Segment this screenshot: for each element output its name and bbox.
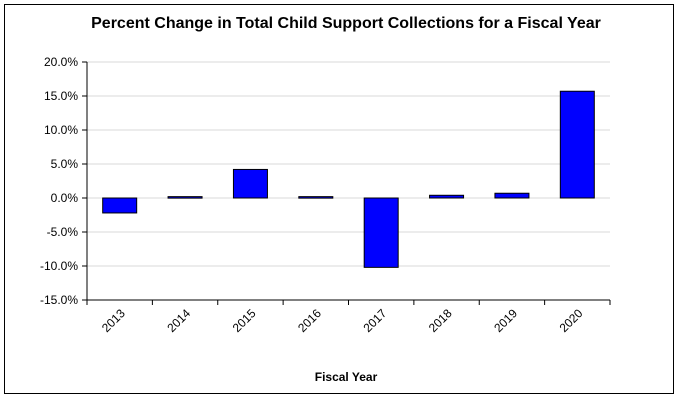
y-tick-label: -5.0%	[47, 225, 79, 239]
bar-2016	[299, 197, 333, 199]
x-tick-label: 2013	[99, 306, 128, 335]
chart-title: Percent Change in Total Child Support Co…	[91, 15, 601, 32]
x-tick-label: 2018	[426, 306, 455, 335]
y-tick-label: 20.0%	[44, 55, 78, 69]
bar-2019	[495, 193, 529, 198]
bar-2015	[233, 169, 267, 198]
x-tick-label: 2019	[491, 306, 520, 335]
y-tick-label: -15.0%	[40, 293, 78, 307]
bar-2014	[168, 197, 202, 199]
bar-2018	[430, 195, 464, 198]
bar-2013	[103, 198, 137, 213]
y-tick-label: -10.0%	[40, 259, 78, 273]
y-axis-ticks: 20.0% 15.0% 10.0% 5.0% 0.0% -5.0% -10.0% -15.0%	[40, 55, 87, 307]
x-tick-label: 2014	[164, 306, 193, 335]
x-tick-label: 2015	[230, 306, 259, 335]
y-tick-label: 10.0%	[44, 123, 78, 137]
x-tick-label: 2016	[295, 306, 324, 335]
y-tick-label: 5.0%	[51, 157, 79, 171]
y-tick-label: 15.0%	[44, 89, 78, 103]
x-axis-ticks: 2013 2014 2015 2016 2017 2018 2019 2020	[87, 300, 610, 335]
bar-2020	[560, 91, 594, 198]
x-axis-title: Fiscal Year	[315, 370, 378, 384]
bar-2017	[364, 198, 398, 267]
y-tick-label: 0.0%	[51, 191, 79, 205]
gridlines	[87, 62, 610, 266]
x-tick-label: 2017	[361, 306, 390, 335]
bars	[103, 91, 595, 267]
x-tick-label: 2020	[557, 306, 586, 335]
axes	[87, 62, 610, 300]
